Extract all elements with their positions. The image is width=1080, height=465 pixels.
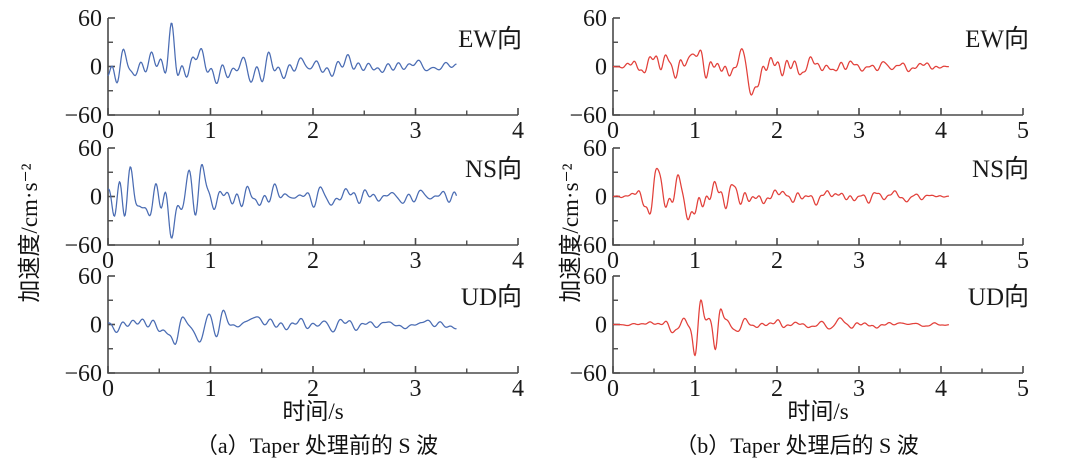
y-tick-label: 0 [595,313,607,339]
x-tick-label: 1 [205,248,217,274]
axis-spine [612,148,1023,246]
trace-direction-label: NS向 [972,155,1029,183]
x-tick-label: 3 [410,248,422,274]
y-tick-label: 0 [595,55,607,81]
y-tick-label: 60 [78,6,102,32]
y-tick-label: −60 [64,361,102,387]
plot-b-ew: 5 4 3 2 1 0 −60 0 60 EW向 [555,6,1035,144]
y-tick-label: 60 [583,136,607,162]
x-tick-label: 2 [307,118,319,144]
x-axis-label-left: 时间/s [282,399,344,424]
y-tick-label: 0 [90,55,102,81]
plot-a-ud: 4 3 2 1 0 −60 0 60 UD向 [50,264,530,402]
plot-b-ns: 5 4 3 2 1 0 −60 0 60 NS向 [555,136,1035,274]
trace-direction-label: EW向 [458,25,522,53]
y-axis-label-left: 加速度/cm·s⁻² [17,163,42,303]
x-tick-label: 4 [935,118,947,144]
x-tick-label: 1 [689,248,701,274]
x-tick-label: 5 [1017,118,1029,144]
x-tick-label: 3 [410,118,422,144]
y-tick-label: 0 [90,313,102,339]
axis-spine [107,18,518,116]
caption-a: （a）Taper 处理前的 S 波 [195,433,439,458]
x-tick-label: 4 [512,376,524,402]
x-tick-label: 5 [1017,248,1029,274]
y-tick-label: 0 [90,185,102,211]
x-tick-label: 0 [607,118,619,144]
x-tick-label: 3 [853,376,865,402]
x-tick-label: 2 [307,376,319,402]
x-tick-label: 1 [689,376,701,402]
waveform-trace [107,164,458,239]
x-tick-label: 1 [205,376,217,402]
axis-spine [612,18,1023,116]
y-tick-label: 60 [78,264,102,290]
x-tick-label: 4 [512,118,524,144]
waveform-trace [612,48,949,96]
x-tick-label: 5 [1017,376,1029,402]
x-tick-label: 1 [689,118,701,144]
y-tick-label: −60 [64,233,102,259]
x-tick-label: 3 [410,376,422,402]
x-tick-label: 2 [307,248,319,274]
plot-b-ud: 5 4 3 2 1 0 −60 0 60 UD向 [555,264,1035,402]
y-tick-label: 0 [595,185,607,211]
trace-direction-label: UD向 [461,283,522,311]
plot-a-ns: 4 3 2 1 0 −60 0 60 NS向 [50,136,530,274]
x-tick-label: 2 [771,376,783,402]
axis-spine [612,276,1023,374]
x-tick-label: 0 [607,376,619,402]
axis-spine [107,276,518,374]
waveform-trace [107,22,457,85]
x-tick-label: 0 [102,376,114,402]
x-tick-label: 3 [853,248,865,274]
x-tick-label: 2 [771,118,783,144]
x-tick-label: 0 [607,248,619,274]
trace-direction-label: EW向 [965,25,1029,53]
x-axis-label-right: 时间/s [787,399,849,424]
x-tick-label: 2 [771,248,783,274]
x-tick-label: 1 [205,118,217,144]
x-tick-label: 4 [512,248,524,274]
trace-direction-label: UD向 [968,283,1029,311]
y-tick-label: 60 [78,136,102,162]
waveform-trace [107,309,457,345]
y-tick-label: 60 [583,6,607,32]
waveform-trace [613,299,950,357]
axis-spine [107,148,518,246]
x-tick-label: 0 [102,118,114,144]
plot-a-ew: 4 3 2 1 0 −60 0 60 EW向 [50,6,530,144]
x-tick-label: 4 [935,248,947,274]
y-tick-label: −60 [64,103,102,129]
y-tick-label: −60 [569,233,607,259]
trace-direction-label: NS向 [465,155,522,183]
y-tick-label: −60 [569,361,607,387]
y-tick-label: 60 [583,264,607,290]
caption-b: （b）Taper 处理后的 S 波 [675,433,919,458]
x-tick-label: 4 [935,376,947,402]
waveform-trace [612,167,949,221]
y-tick-label: −60 [569,103,607,129]
x-tick-label: 0 [102,248,114,274]
x-tick-label: 3 [853,118,865,144]
